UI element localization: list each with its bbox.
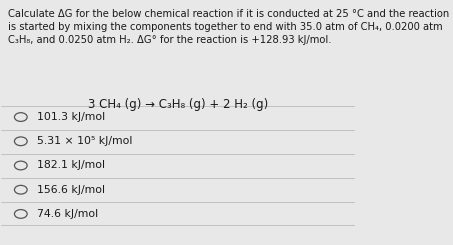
Text: 74.6 kJ/mol: 74.6 kJ/mol bbox=[37, 209, 98, 219]
Text: 156.6 kJ/mol: 156.6 kJ/mol bbox=[37, 185, 105, 195]
Text: 182.1 kJ/mol: 182.1 kJ/mol bbox=[37, 160, 105, 171]
Text: Calculate ΔG for the below chemical reaction if it is conducted at 25 °C and the: Calculate ΔG for the below chemical reac… bbox=[9, 9, 450, 45]
Text: 5.31 × 10⁵ kJ/mol: 5.31 × 10⁵ kJ/mol bbox=[37, 136, 132, 146]
Text: 101.3 kJ/mol: 101.3 kJ/mol bbox=[37, 112, 105, 122]
Text: 3 CH₄ (g) → C₃H₈ (g) + 2 H₂ (g): 3 CH₄ (g) → C₃H₈ (g) + 2 H₂ (g) bbox=[88, 98, 268, 111]
